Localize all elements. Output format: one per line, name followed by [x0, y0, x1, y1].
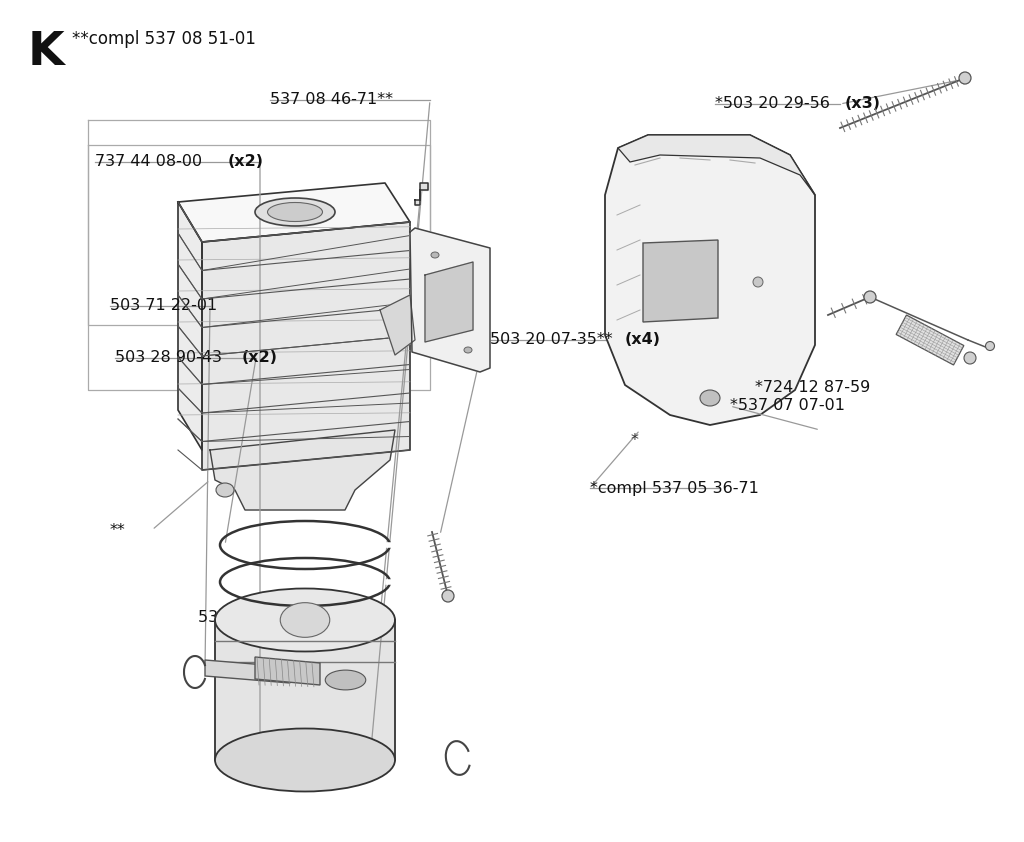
Text: 503 71 22-01: 503 71 22-01	[110, 299, 217, 313]
Ellipse shape	[985, 342, 994, 350]
Text: (x2): (x2)	[228, 154, 264, 169]
Text: 503 20 07-35**: 503 20 07-35**	[490, 333, 617, 348]
Ellipse shape	[431, 252, 439, 258]
Polygon shape	[210, 430, 395, 510]
Polygon shape	[618, 135, 815, 195]
Text: K: K	[28, 30, 65, 75]
Polygon shape	[410, 228, 490, 372]
Ellipse shape	[255, 198, 335, 226]
Polygon shape	[605, 135, 815, 425]
Ellipse shape	[959, 72, 971, 84]
Text: (x3): (x3)	[845, 97, 881, 111]
Polygon shape	[425, 262, 473, 342]
Polygon shape	[202, 222, 410, 470]
Polygon shape	[380, 295, 415, 355]
Ellipse shape	[442, 590, 454, 602]
Text: **compl 537 08 51-01: **compl 537 08 51-01	[72, 30, 256, 48]
Ellipse shape	[864, 291, 876, 303]
Text: *537 07 07-01: *537 07 07-01	[730, 398, 845, 413]
Ellipse shape	[753, 277, 763, 287]
Text: 537 01 41-01: 537 01 41-01	[198, 610, 305, 625]
Ellipse shape	[216, 483, 234, 497]
Text: (x2): (x2)	[242, 350, 278, 365]
Ellipse shape	[964, 352, 976, 364]
Ellipse shape	[281, 603, 330, 637]
Ellipse shape	[215, 589, 395, 652]
Polygon shape	[896, 315, 964, 365]
Polygon shape	[643, 240, 718, 322]
Text: *compl 537 05 36-71: *compl 537 05 36-71	[590, 481, 759, 495]
Ellipse shape	[326, 670, 366, 690]
Polygon shape	[178, 202, 202, 450]
Text: *503 20 29-56: *503 20 29-56	[715, 97, 835, 111]
Polygon shape	[178, 183, 410, 242]
Text: **: **	[110, 523, 126, 537]
Polygon shape	[415, 183, 428, 205]
Ellipse shape	[464, 347, 472, 353]
Ellipse shape	[700, 390, 720, 406]
Polygon shape	[255, 657, 319, 685]
Text: 737 44 08-00: 737 44 08-00	[95, 154, 207, 169]
Text: *: *	[631, 433, 639, 447]
Text: 503 28 90-43: 503 28 90-43	[115, 350, 227, 365]
Ellipse shape	[215, 728, 395, 791]
Ellipse shape	[267, 202, 323, 221]
Polygon shape	[205, 660, 290, 683]
Text: (x4): (x4)	[625, 333, 662, 348]
Polygon shape	[215, 620, 395, 760]
Text: *724 12 87-59: *724 12 87-59	[755, 381, 870, 396]
Text: 537 08 46-71**: 537 08 46-71**	[270, 93, 393, 108]
